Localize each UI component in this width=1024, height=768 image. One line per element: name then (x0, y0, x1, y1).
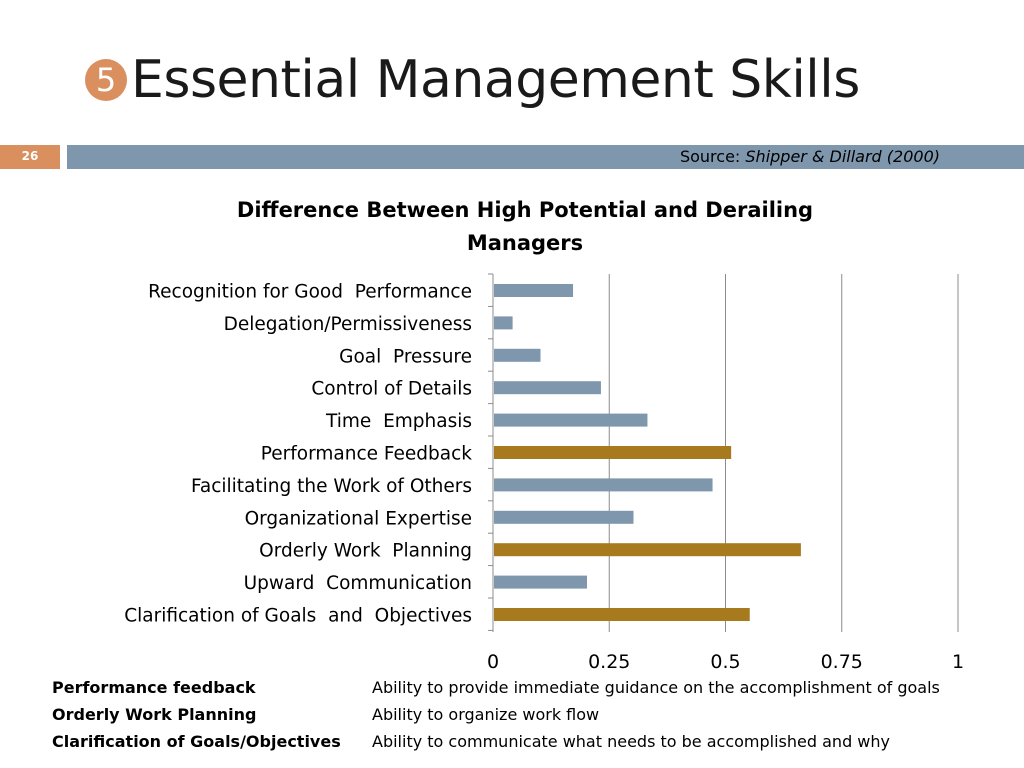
bar (494, 284, 574, 297)
category-label: Goal Pressure (339, 346, 472, 367)
bar-highlighted (494, 608, 750, 621)
x-tick-label: 0.5 (710, 651, 740, 673)
x-tick-label: 0 (487, 651, 499, 673)
slide-number: 26 (0, 145, 60, 169)
numbered-bullet-icon: 5 (85, 59, 127, 101)
definition-term: Clarification of Goals/Objectives (52, 732, 341, 751)
category-label: Delegation/Permissiveness (224, 314, 472, 335)
bar-highlighted (494, 446, 732, 459)
category-label: Performance Feedback (261, 444, 473, 465)
category-label: Upward Communication (244, 573, 472, 594)
category-label: Organizational Expertise (245, 508, 472, 529)
source-citation: Source: Shipper & Dillard (2000) (680, 146, 940, 168)
definition-text: Ability to communicate what needs to be … (372, 732, 890, 751)
definitions-table: Performance feedback Ability to provide … (52, 674, 940, 755)
chart-title: Difference Between High Potential and De… (190, 194, 860, 260)
definition-text: Ability to provide immediate guidance on… (372, 678, 940, 697)
x-tick-label: 0.25 (588, 651, 630, 673)
category-label: Time Emphasis (325, 411, 472, 432)
category-label: Recognition for Good Performance (148, 282, 472, 303)
bar (494, 575, 587, 589)
source-reference: Shipper & Dillard (2000) (745, 147, 940, 166)
definition-row: Orderly Work Planning Ability to organiz… (52, 701, 940, 728)
bar (494, 381, 601, 395)
x-tick-label: 1 (952, 651, 964, 673)
definition-term: Orderly Work Planning (52, 705, 257, 724)
x-tick-label: 0.75 (821, 651, 863, 673)
source-prefix: Source: (679, 147, 746, 166)
header-band (67, 145, 1024, 169)
category-label: Facilitating the Work of Others (191, 476, 472, 497)
bar (494, 510, 634, 524)
chart-title-line-2: Managers (466, 231, 584, 255)
definition-row: Clarification of Goals/Objectives Abilit… (52, 728, 940, 755)
bar (494, 478, 713, 492)
chart-title-line-1: Difference Between High Potential and De… (236, 198, 814, 222)
category-label: Control of Details (311, 379, 472, 400)
definition-row: Performance feedback Ability to provide … (52, 674, 940, 701)
slide-title: Essential Management Skills (131, 50, 860, 110)
bar (494, 316, 513, 330)
category-label: Orderly Work Planning (259, 541, 472, 562)
bar (494, 413, 648, 427)
bar (494, 348, 541, 362)
definition-text: Ability to organize work flow (372, 705, 600, 724)
category-label: Clarification of Goals and Objectives (124, 606, 472, 627)
definition-term: Performance feedback (52, 678, 256, 697)
bar-highlighted (494, 543, 801, 557)
